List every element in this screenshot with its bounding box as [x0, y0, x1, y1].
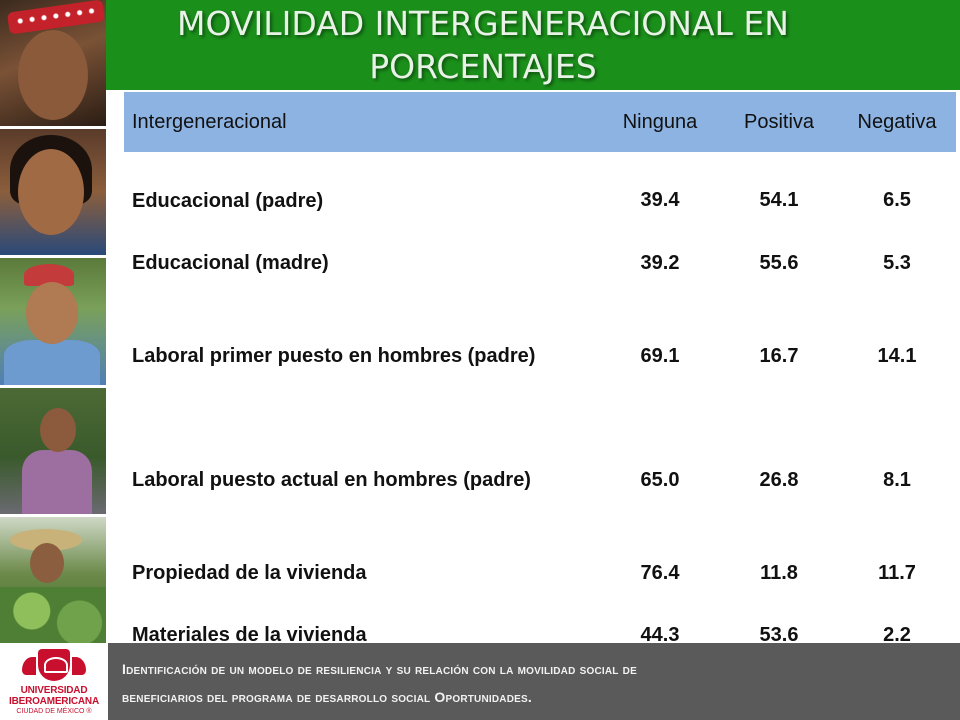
cell-positiva: 55.6 [759, 251, 799, 274]
cell-positiva: 53.6 [759, 623, 799, 646]
footer-caption: Identificación de un modelo de resilienc… [122, 655, 922, 711]
cell-positiva: 54.1 [759, 189, 799, 211]
cell-ninguna: 65.0 [640, 468, 680, 491]
row-label: Laboral puesto actual en hombres (padre) [132, 469, 531, 491]
table-row: Propiedad de la vivienda 76.4 11.8 11.7 [124, 542, 956, 604]
column-header-intergeneracional: Intergeneracional [132, 110, 287, 133]
table-row: Laboral primer puesto en hombres (padre)… [124, 294, 956, 418]
cell-negativa: 2.2 [883, 623, 911, 646]
table-row: Educacional (madre) 39.2 55.6 5.3 [124, 232, 956, 294]
row-label: Materiales de la vivienda [132, 624, 367, 646]
footer-bar: UNIVERSIDAD IBEROAMERICANA CIUDAD DE MÉX… [0, 643, 960, 720]
cell-positiva: 11.8 [760, 561, 798, 584]
column-header-ninguna: Ninguna [622, 110, 698, 133]
university-logo: UNIVERSIDAD IBEROAMERICANA CIUDAD DE MÉX… [0, 643, 108, 720]
column-header-negativa: Negativa [857, 110, 937, 133]
table-row: Educacional (padre) 39.4 54.1 6.5 [124, 152, 956, 232]
mobility-table: Intergeneracional Ninguna Positiva Negat… [124, 92, 956, 666]
cell-negativa: 6.5 [883, 189, 911, 211]
photo-strip [0, 0, 106, 644]
footer-caption-line-2: beneficiarios del programa de desarrollo… [122, 689, 532, 705]
man-with-headband-photo [0, 0, 106, 127]
row-label: Educacional (padre) [132, 189, 324, 212]
cell-ninguna: 39.4 [640, 189, 680, 211]
cell-ninguna: 39.2 [640, 251, 680, 274]
row-label: Laboral primer puesto en hombres (padre) [132, 345, 536, 367]
cell-ninguna: 44.3 [640, 623, 680, 646]
table-row: Materiales de la vivienda 44.3 53.6 2.2 [124, 604, 956, 666]
column-header-positiva: Positiva [743, 110, 815, 133]
field-worker-photo [0, 516, 106, 644]
table-header-row: Intergeneracional Ninguna Positiva Negat… [124, 92, 956, 152]
title-line-2: PORCENTAJES [369, 47, 597, 86]
cell-ninguna: 76.4 [640, 561, 680, 584]
cell-negativa: 11.7 [878, 561, 916, 584]
logo-text-line-3: CIUDAD DE MÉXICO ® [16, 708, 92, 715]
woman-portrait-photo [0, 129, 106, 256]
woman-with-child-photo [0, 387, 106, 514]
mobility-table-container: Intergeneracional Ninguna Positiva Negat… [124, 92, 956, 666]
farmer-with-cap-photo [0, 258, 106, 385]
cell-ninguna: 69.1 [640, 344, 680, 367]
title-line-1: MOVILIDAD INTERGENERACIONAL EN [177, 4, 789, 43]
cell-negativa: 5.3 [883, 251, 911, 274]
title-banner: MOVILIDAD INTERGENERACIONAL EN PORCENTAJ… [106, 0, 960, 90]
page-title: MOVILIDAD INTERGENERACIONAL EN PORCENTAJ… [163, 2, 803, 88]
row-label: Educacional (madre) [132, 252, 329, 274]
cell-negativa: 8.1 [883, 468, 911, 491]
university-crest-icon [22, 647, 86, 685]
cell-positiva: 26.8 [759, 468, 799, 491]
footer-caption-line-1: Identificación de un modelo de resilienc… [122, 661, 637, 677]
row-label: Propiedad de la vivienda [132, 562, 367, 584]
logo-text-line-1: UNIVERSIDAD [20, 685, 88, 696]
table-row: Laboral puesto actual en hombres (padre)… [124, 418, 956, 542]
logo-text-line-2: IBEROAMERICANA [9, 696, 99, 707]
cell-positiva: 16.7 [759, 344, 799, 367]
cell-negativa: 14.1 [877, 344, 917, 367]
